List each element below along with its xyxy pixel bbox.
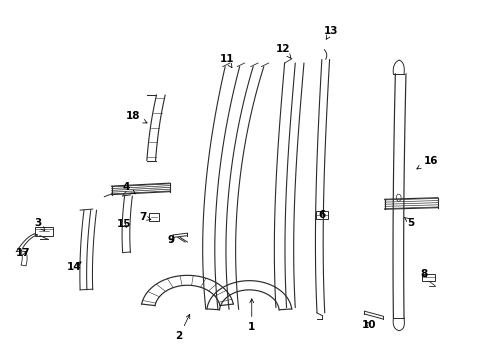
Text: 16: 16 [416, 156, 437, 169]
Text: 8: 8 [420, 269, 427, 279]
Bar [148, 213, 159, 221]
Text: 6: 6 [318, 211, 325, 220]
Text: 2: 2 [175, 314, 189, 341]
Text: 10: 10 [361, 320, 376, 330]
Text: 3: 3 [34, 217, 45, 231]
Bar [315, 211, 327, 219]
Text: 5: 5 [404, 217, 414, 228]
Bar [421, 274, 435, 282]
Text: 4: 4 [122, 182, 135, 194]
Text: 11: 11 [219, 54, 233, 68]
Text: 7: 7 [139, 212, 151, 222]
Text: 15: 15 [116, 219, 131, 229]
Text: 9: 9 [167, 235, 174, 245]
Text: 18: 18 [126, 111, 147, 123]
Text: 12: 12 [275, 44, 291, 59]
Text: 13: 13 [324, 26, 338, 39]
Text: 14: 14 [67, 262, 81, 272]
Text: 1: 1 [247, 299, 255, 332]
Text: 17: 17 [16, 248, 30, 258]
